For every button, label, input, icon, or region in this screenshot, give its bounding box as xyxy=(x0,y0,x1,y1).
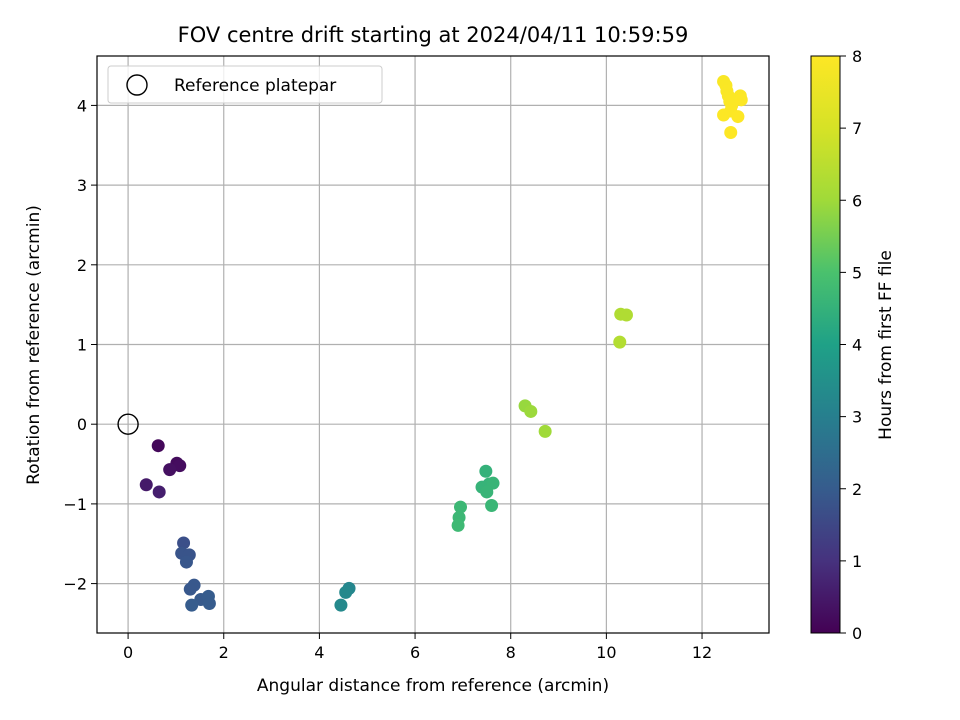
x-tick-label: 10 xyxy=(596,643,616,662)
data-point xyxy=(717,108,731,122)
data-points xyxy=(139,75,748,612)
data-point xyxy=(485,498,499,512)
data-point xyxy=(183,582,197,596)
y-axis-ticks: −2 −1 0 1 2 3 4 xyxy=(63,96,97,594)
colorbar-label: Hours from first FF file xyxy=(876,250,896,440)
data-point xyxy=(334,598,348,612)
y-tick-label: 3 xyxy=(77,176,87,195)
chart-title: FOV centre drift starting at 2024/04/11 … xyxy=(178,23,689,47)
y-tick-label: −2 xyxy=(63,575,87,594)
legend-label-reference: Reference platepar xyxy=(174,76,336,96)
data-point xyxy=(339,585,353,599)
data-point xyxy=(454,500,468,514)
y-tick-label: 2 xyxy=(77,256,87,275)
x-tick-label: 6 xyxy=(410,643,420,662)
data-point xyxy=(185,598,199,612)
colorbar-tick-label: 5 xyxy=(852,263,862,282)
x-tick-label: 0 xyxy=(123,643,133,662)
reference-marker-group xyxy=(117,413,139,435)
data-point xyxy=(724,126,738,140)
data-point xyxy=(538,424,552,438)
legend: Reference platepar xyxy=(107,65,383,104)
colorbar-tick-label: 3 xyxy=(852,408,862,427)
data-point xyxy=(480,485,494,499)
data-point xyxy=(731,110,745,124)
colorbar-tick-label: 7 xyxy=(852,119,862,138)
x-axis-label: Angular distance from reference (arcmin) xyxy=(257,676,609,696)
data-point xyxy=(524,404,538,418)
y-tick-label: 0 xyxy=(77,415,87,434)
data-point xyxy=(177,536,191,550)
data-point xyxy=(173,459,187,473)
data-point xyxy=(619,308,633,322)
y-axis-label: Rotation from reference (arcmin) xyxy=(24,205,44,485)
data-point xyxy=(613,335,627,349)
data-point xyxy=(451,518,465,532)
data-point xyxy=(179,555,193,569)
legend-marker-reference xyxy=(126,74,148,96)
data-point xyxy=(139,478,153,492)
colorbar xyxy=(810,55,841,634)
reference-marker xyxy=(117,413,139,435)
data-point xyxy=(151,439,165,453)
data-point xyxy=(479,464,493,478)
colorbar-tick-label: 4 xyxy=(852,336,862,355)
x-tick-label: 4 xyxy=(314,643,324,662)
y-tick-label: 4 xyxy=(77,96,87,115)
data-point xyxy=(734,93,748,107)
data-point xyxy=(163,463,177,477)
x-tick-label: 12 xyxy=(692,643,712,662)
colorbar-tick-label: 1 xyxy=(852,552,862,571)
colorbar-tick-label: 6 xyxy=(852,191,862,210)
data-point xyxy=(152,485,166,499)
grid xyxy=(97,56,769,633)
colorbar-tick-label: 2 xyxy=(852,480,862,499)
x-axis-ticks: 0 2 4 6 8 10 12 xyxy=(123,633,712,662)
colorbar-tick-label: 8 xyxy=(852,47,862,66)
data-point xyxy=(202,597,216,611)
y-tick-label: −1 xyxy=(63,495,87,514)
colorbar-ticks: 0 1 2 3 4 5 6 7 8 xyxy=(840,47,862,643)
x-tick-label: 2 xyxy=(219,643,229,662)
colorbar-tick-label: 0 xyxy=(852,624,862,643)
x-tick-label: 8 xyxy=(506,643,516,662)
y-tick-label: 1 xyxy=(77,336,87,355)
legend-box xyxy=(107,65,383,104)
